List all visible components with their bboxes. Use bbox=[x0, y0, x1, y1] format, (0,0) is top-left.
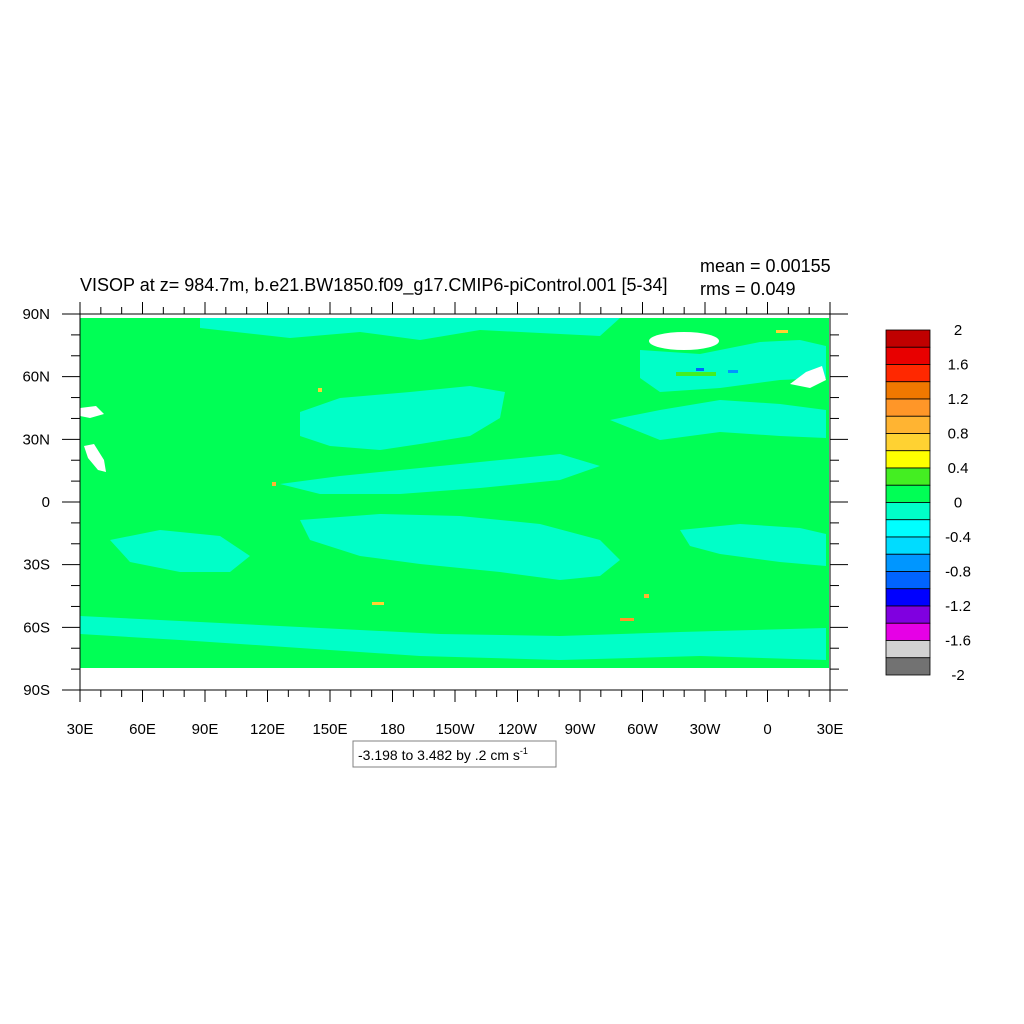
x-tick-label: 60E bbox=[129, 721, 156, 738]
field-negative-band-indian bbox=[110, 530, 250, 572]
colorbar-label: -0.4 bbox=[945, 529, 971, 546]
field-negative-band-tropics bbox=[280, 454, 600, 494]
colorbar-swatch bbox=[885, 536, 931, 555]
colorbar-swatch bbox=[885, 398, 931, 417]
colorbar-swatch bbox=[885, 622, 931, 641]
colorbar-label: 1.6 bbox=[948, 357, 969, 374]
colorbar-swatch bbox=[885, 415, 931, 434]
map-field bbox=[80, 314, 830, 690]
x-tick-label: 120W bbox=[498, 721, 538, 738]
x-tick-label: 90E bbox=[192, 721, 219, 738]
range-note: -3.198 to 3.482 by .2 cm s-1 bbox=[352, 740, 557, 768]
colorbar-swatch bbox=[885, 450, 931, 469]
colorbar-swatch bbox=[885, 381, 931, 400]
x-tick-label: 0 bbox=[763, 721, 771, 738]
mean-label: mean = 0.00155 bbox=[700, 256, 831, 276]
y-tick-label: 90S bbox=[23, 682, 50, 699]
y-tick-label: 30N bbox=[22, 431, 50, 448]
anomaly-speck bbox=[696, 368, 704, 371]
range-note-main: -3.198 to 3.482 by .2 cm s bbox=[358, 747, 520, 763]
colorbar-swatch bbox=[885, 657, 931, 676]
field-negative-band-nordic bbox=[640, 340, 826, 392]
y-axis: 90N 60N 30N 0 30S 60S 90S bbox=[22, 306, 848, 699]
colorbar-label: 0 bbox=[954, 495, 962, 512]
rms-label: rms = 0.049 bbox=[700, 279, 796, 299]
field-negative-band-southern bbox=[80, 616, 826, 660]
y-tick-label: 60N bbox=[22, 369, 50, 386]
range-note-box bbox=[352, 740, 557, 768]
colorbar-swatch bbox=[885, 364, 931, 383]
colorbar-label: 0.4 bbox=[948, 460, 969, 477]
anomaly-speck bbox=[644, 594, 649, 598]
colorbar-label: -2 bbox=[951, 667, 964, 684]
colorbar-swatch bbox=[885, 519, 931, 538]
colorbar-swatch bbox=[885, 484, 931, 503]
x-tick-label: 180 bbox=[380, 721, 405, 738]
y-tick-label: 60S bbox=[23, 619, 50, 636]
x-tick-label: 60W bbox=[627, 721, 659, 738]
y-tick-label: 0 bbox=[42, 494, 50, 511]
missing-patch-west-a bbox=[80, 406, 104, 418]
y-tick-label: 30S bbox=[23, 557, 50, 574]
field-negative-band-natlantic bbox=[610, 400, 826, 440]
anomaly-speck bbox=[776, 330, 788, 333]
colorbar-swatch bbox=[885, 588, 931, 607]
range-note-exponent: -1 bbox=[520, 746, 528, 756]
colorbar-swatch bbox=[885, 467, 931, 486]
colorbar-label: 1.2 bbox=[948, 391, 969, 408]
colorbar: 2 1.6 1.2 0.8 0.4 0 -0.4 -0.8 -1.2 -1.6 -2 bbox=[885, 322, 971, 684]
x-tick-label: 90W bbox=[565, 721, 597, 738]
x-tick-label: 30W bbox=[690, 721, 722, 738]
colorbar-swatch bbox=[885, 502, 931, 521]
colorbar-swatch bbox=[885, 605, 931, 624]
y-tick-label: 90N bbox=[22, 306, 50, 323]
colorbar-swatch bbox=[885, 553, 931, 572]
anomaly-speck bbox=[620, 618, 634, 621]
colorbar-swatch bbox=[885, 346, 931, 365]
colorbar-swatch bbox=[885, 640, 931, 659]
colorbar-label: -1.6 bbox=[945, 633, 971, 650]
anomaly-speck bbox=[676, 372, 716, 376]
field-negative-band-spacific bbox=[300, 514, 620, 580]
anomaly-speck bbox=[272, 482, 276, 486]
anomaly-speck bbox=[318, 388, 322, 392]
colorbar-label: -1.2 bbox=[945, 598, 971, 615]
x-tick-label: 30E bbox=[817, 721, 844, 738]
colorbar-label: 2 bbox=[954, 322, 962, 339]
x-tick-label: 120E bbox=[250, 721, 285, 738]
field-negative-band-arctic bbox=[200, 318, 620, 340]
missing-patch-northeast bbox=[790, 366, 826, 388]
anomaly-speck bbox=[728, 370, 738, 373]
x-axis: 30E 60E 90E 120E 150E 180 150W 120W 90W 60W 30W 0 30… bbox=[67, 302, 844, 738]
missing-patch-west-b bbox=[84, 444, 106, 472]
field-negative-band-satlantic bbox=[680, 524, 826, 566]
x-tick-label: 30E bbox=[67, 721, 94, 738]
colorbar-swatch bbox=[885, 329, 931, 348]
x-tick-label: 150W bbox=[435, 721, 475, 738]
x-tick-label: 150E bbox=[312, 721, 347, 738]
colorbar-label: -0.8 bbox=[945, 564, 971, 581]
colorbar-swatch bbox=[885, 571, 931, 590]
field-negative-band-npacific bbox=[300, 386, 505, 450]
chart-title: VISOP at z= 984.7m, b.e21.BW1850.f09_g17… bbox=[80, 275, 668, 296]
missing-patch-arctic bbox=[649, 332, 719, 350]
anomaly-speck bbox=[372, 602, 384, 605]
colorbar-swatch bbox=[885, 433, 931, 452]
colorbar-label: 0.8 bbox=[948, 426, 969, 443]
range-note-text: -3.198 to 3.482 by .2 cm s-1 bbox=[358, 746, 528, 763]
